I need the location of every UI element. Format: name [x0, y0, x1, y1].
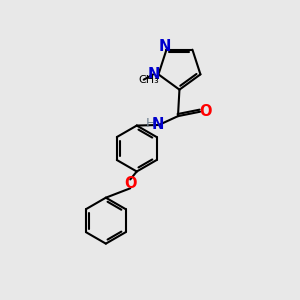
Text: N: N	[148, 67, 160, 82]
Text: O: O	[124, 176, 136, 191]
Text: H: H	[146, 117, 155, 130]
Text: CH₃: CH₃	[139, 75, 160, 85]
Text: N: N	[152, 117, 164, 132]
Text: O: O	[200, 103, 212, 118]
Text: N: N	[159, 39, 171, 54]
